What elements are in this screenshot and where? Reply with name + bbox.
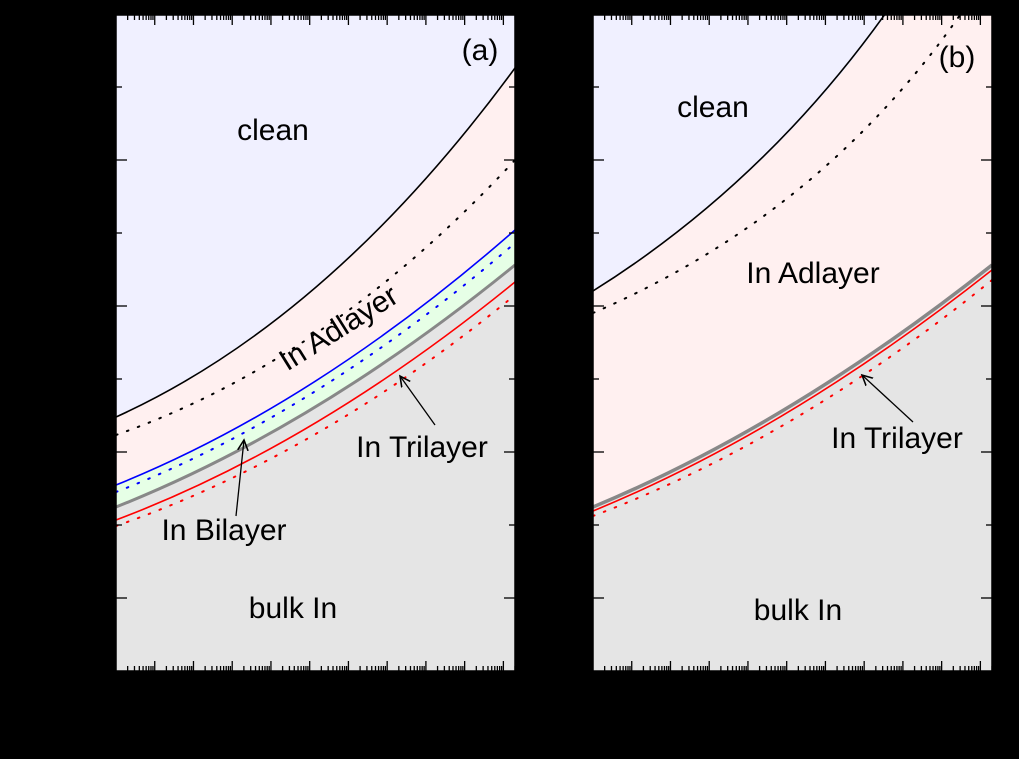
panel-tag-b: (b) [939, 41, 976, 74]
plot-frame-b [592, 14, 993, 672]
trilayer-boundary-line-b [593, 263, 992, 509]
bilayer-arrow-a [235, 440, 244, 517]
bilayer-boundary-dotted-a [116, 242, 515, 493]
bulk-boundary-dotted-b [593, 279, 992, 517]
panel-a: clean In Adlayer In Bilayer In Trilayer … [115, 14, 541, 672]
region-clean-a [116, 15, 515, 417]
clean-boundary-dotted-a [116, 159, 515, 436]
panel-tag-a: (a) [462, 34, 499, 67]
label-trilayer-a: In Trilayer [356, 431, 488, 464]
bulk-boundary-line-a [116, 281, 515, 521]
label-trilayer-b: In Trilayer [831, 422, 963, 455]
label-clean-a: clean [237, 114, 309, 147]
axis-ticks-b [593, 15, 1018, 671]
plot-frame-a [115, 14, 516, 672]
region-trilayer-a [116, 265, 515, 671]
label-clean-b: clean [677, 91, 749, 124]
clean-boundary-line-a [116, 67, 515, 418]
panel-b: clean In Adlayer In Trilayer bulk In (b) [592, 14, 1018, 672]
label-bulk-a: bulk In [249, 592, 337, 625]
clean-boundary-line-b [593, 15, 886, 292]
trilayer-arrow-b [862, 375, 914, 423]
bilayer-boundary-line-a [116, 229, 515, 486]
trilayer-boundary-line-a [116, 263, 515, 509]
axis-ticks-a [116, 15, 541, 671]
label-adlayer-b: In Adlayer [746, 257, 879, 290]
label-bilayer-a: In Bilayer [161, 514, 286, 547]
label-bulk-b: bulk In [754, 594, 842, 627]
bulk-boundary-line-b [593, 269, 992, 512]
region-clean-b [593, 15, 886, 291]
bulk-boundary-dotted-a [116, 294, 515, 527]
trilayer-arrow-a [400, 376, 436, 426]
